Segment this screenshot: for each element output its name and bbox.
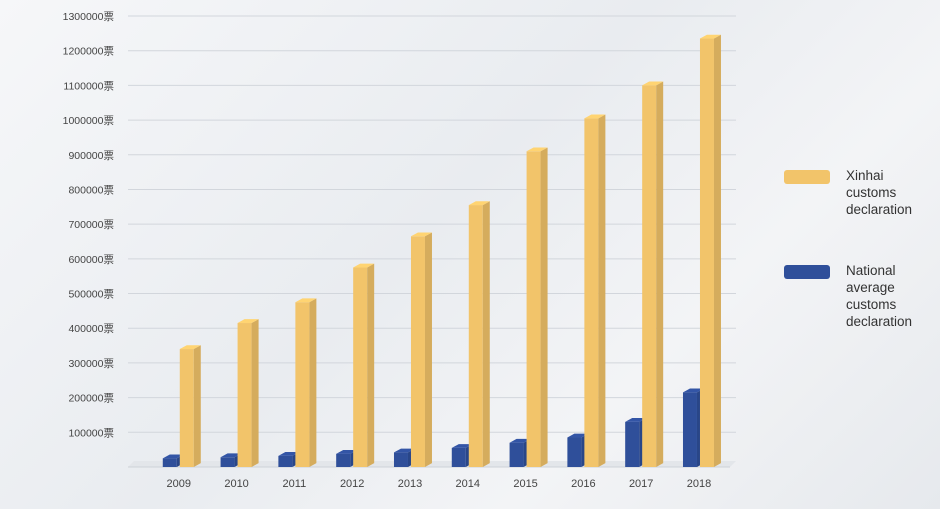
- bar-xinhai-2018-front: [699, 38, 714, 468]
- bar-xinhai-2015-side: [540, 147, 548, 467]
- bar-xinhai-2018-side: [713, 34, 721, 467]
- bar-xinhai-2011-side: [309, 298, 317, 467]
- y-axis: 100000票 200000票 300000票 400000票 500000票 60000…: [63, 11, 114, 439]
- bar-xinhai-2010: [237, 319, 259, 467]
- bar-national-2018-top: [682, 388, 704, 393]
- legend-label-xinhai: Xinhai customs declaration: [846, 168, 913, 217]
- bar-xinhai-2016: [584, 114, 606, 467]
- bar-national-2014-front: [451, 447, 466, 467]
- bar-national-2013-front: [393, 452, 408, 467]
- y-tick-label: 500000票: [68, 289, 114, 301]
- bar-xinhai-2013-top: [410, 232, 432, 237]
- bar-xinhai-2017-front: [642, 85, 657, 467]
- bar-national-2017-top: [625, 418, 647, 422]
- legend-swatch-national: [784, 265, 830, 279]
- bar-national-2011-front: [278, 455, 293, 467]
- bar-xinhai-2017-top: [642, 81, 664, 86]
- x-tick-label: 2016: [571, 478, 595, 490]
- bar-national-2015-front: [509, 442, 524, 467]
- bar-national-2009-top: [162, 454, 184, 459]
- bars: [162, 34, 721, 468]
- bar-national-2011-top: [278, 452, 300, 456]
- bar-xinhai-2014-side: [482, 201, 490, 467]
- bar-national-2012-top: [336, 449, 358, 454]
- gridlines: [128, 15, 736, 433]
- y-tick-label: 100000票: [68, 427, 114, 439]
- bar-xinhai-2012: [353, 263, 375, 467]
- y-tick-label: 800000票: [68, 184, 114, 196]
- y-tick-label: 700000票: [68, 219, 114, 231]
- bar-xinhai-2009-front: [179, 349, 194, 467]
- bar-national-2016-front: [567, 437, 582, 467]
- bar-xinhai-2014-front: [468, 205, 483, 468]
- bar-xinhai-2012-front: [353, 267, 368, 467]
- x-tick-label: 2009: [167, 478, 191, 490]
- bar-xinhai-2011: [295, 298, 317, 467]
- bar-national-2013-top: [393, 448, 415, 453]
- bar-national-2010-front: [220, 457, 235, 467]
- bar-xinhai-2010-top: [237, 319, 259, 324]
- x-tick-label: 2010: [224, 478, 248, 490]
- bar-xinhai-2014-top: [468, 201, 490, 206]
- y-tick-label: 400000票: [68, 323, 114, 335]
- y-tick-label: 300000票: [68, 358, 114, 370]
- bar-xinhai-2015: [526, 147, 548, 468]
- x-axis: 2009 2010 2011 2012 2013 2014 2015 2016 2017 2018: [167, 478, 712, 490]
- bar-xinhai-2013-front: [410, 236, 425, 467]
- bar-national-2009-front: [162, 458, 177, 467]
- bar-national-2010-top: [220, 453, 242, 458]
- bar-xinhai-2017: [642, 81, 664, 468]
- bar-national-2015-top: [509, 438, 531, 443]
- bar-national-2018-front: [682, 392, 697, 467]
- bar-national-2014-top: [451, 444, 473, 448]
- bar-xinhai-2015-top: [526, 147, 548, 152]
- x-tick-label: 2014: [456, 478, 480, 490]
- bar-xinhai-2011-front: [295, 302, 310, 467]
- x-tick-label: 2015: [513, 478, 537, 490]
- legend-label-national: National average customs declaration: [846, 263, 913, 329]
- y-tick-label: 1300000票: [63, 11, 114, 23]
- y-tick-label: 1200000票: [63, 46, 114, 58]
- x-tick-label: 2017: [629, 478, 653, 490]
- legend-item-national: National average customs declaration: [784, 262, 934, 330]
- bar-xinhai-2018: [699, 34, 721, 468]
- bar-xinhai-2016-front: [584, 118, 599, 467]
- y-tick-label: 900000票: [68, 150, 114, 162]
- x-tick-label: 2012: [340, 478, 364, 490]
- y-tick-label: 1000000票: [63, 115, 114, 127]
- bar-xinhai-2014: [468, 201, 490, 468]
- bar-xinhai-2013: [410, 232, 432, 467]
- bar-national-2016-top: [567, 433, 589, 438]
- bar-xinhai-2017-side: [656, 81, 664, 468]
- bar-xinhai-2016-top: [584, 114, 606, 119]
- bar-xinhai-2009-top: [179, 345, 201, 350]
- bar-xinhai-2011-top: [295, 298, 317, 303]
- x-tick-label: 2011: [283, 478, 307, 490]
- y-tick-label: 600000票: [68, 254, 114, 266]
- legend-item-xinhai: Xinhai customs declaration: [784, 167, 934, 218]
- bar-xinhai-2010-side: [251, 319, 259, 467]
- bar-xinhai-2009-side: [193, 345, 201, 467]
- bar-xinhai-2009: [179, 345, 201, 467]
- bar-national-2012-front: [336, 453, 351, 467]
- x-tick-label: 2013: [398, 478, 422, 490]
- bar-xinhai-2013-side: [424, 232, 432, 467]
- y-tick-label: 1100000票: [63, 80, 114, 92]
- y-tick-label: 200000票: [68, 393, 114, 405]
- bar-xinhai-2010-front: [237, 323, 252, 467]
- bar-xinhai-2012-top: [353, 263, 375, 268]
- x-tick-label: 2018: [687, 478, 711, 490]
- bar-national-2017-front: [625, 421, 640, 467]
- bar-xinhai-2016-side: [598, 114, 606, 467]
- legend-swatch-xinhai: [784, 170, 830, 184]
- bar-xinhai-2012-side: [367, 263, 375, 467]
- bar-xinhai-2015-front: [526, 151, 541, 468]
- bar-xinhai-2018-top: [699, 34, 721, 39]
